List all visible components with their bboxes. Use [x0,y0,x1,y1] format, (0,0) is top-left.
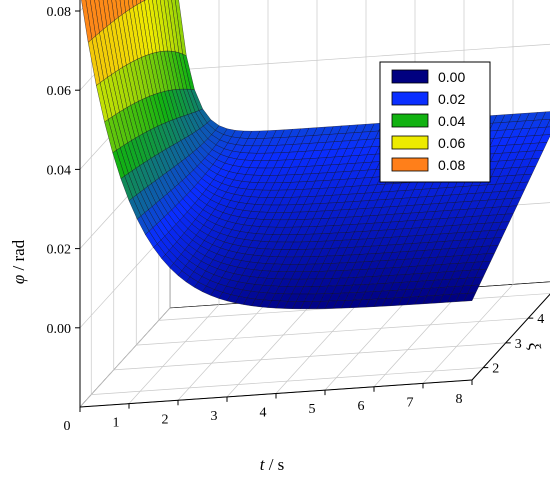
y-tick-label: 0.04 [47,163,72,178]
grid-xi-floor [136,317,529,346]
x-tick-label: 7 [407,395,414,410]
grid-xi-floor [91,367,484,395]
grid-t-floor [275,294,367,394]
z-axis-title: ξ [524,341,544,352]
y-tick-label: 0.06 [47,84,72,99]
legend-label: 0.02 [438,91,465,107]
grid-t-floor [177,301,269,401]
grid-t-floor [226,297,318,398]
y-tick-label: 0.08 [47,5,72,20]
surface-cell [140,0,145,3]
y-tick-label: 0.00 [47,322,72,337]
grid-t-floor [422,284,514,384]
x-tick-label: 1 [113,416,120,431]
z-tick-label: 2 [492,362,499,377]
legend-swatch [391,157,429,172]
legend-label: 0.08 [438,157,465,173]
legend-swatch [391,135,429,150]
grid-xi-floor [113,342,506,371]
legend-swatch [391,91,429,106]
grid-t-floor [324,290,416,391]
legend-swatch [391,69,429,84]
legend-label: 0.00 [438,69,465,85]
legend-swatch [391,113,429,128]
x-tick-label: 0 [64,419,71,434]
x-axis-title: t / s [260,455,285,474]
surface-cell [115,0,123,18]
z-tick-label: 3 [515,337,522,352]
x-tick-label: 8 [456,392,463,407]
grid-t-floor [128,304,220,404]
surface-cell [81,0,93,43]
surface-cell [136,0,141,5]
legend: 0.00 0.02 0.04 0.06 0.08 [379,61,491,183]
y-tick-label: 0.02 [47,243,72,258]
x-tick-label: 5 [309,402,316,417]
x-tick-label: 3 [211,409,218,424]
y-axis-title: φ / rad [9,239,28,284]
x-tick-label: 2 [162,412,169,427]
x-tick-label: 6 [358,399,365,414]
x-tick-label: 4 [260,406,267,421]
xi-axis-line [471,293,550,381]
grid-t-floor [79,307,171,408]
legend-label: 0.06 [438,135,465,151]
legend-label: 0.04 [438,113,465,129]
surface-cell [119,0,126,16]
surface-cell [128,0,134,10]
surface-cell [132,0,138,8]
grid-t-floor [373,287,465,387]
z-tick-label: 4 [537,312,544,327]
